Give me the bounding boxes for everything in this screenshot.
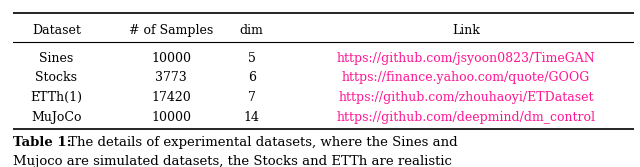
Text: 5: 5 — [248, 52, 256, 65]
Text: 10000: 10000 — [151, 52, 191, 65]
Text: https://github.com/jsyoon0823/TimeGAN: https://github.com/jsyoon0823/TimeGAN — [337, 52, 595, 65]
Text: https://github.com/zhouhaoyi/ETDataset: https://github.com/zhouhaoyi/ETDataset — [338, 91, 594, 104]
Text: Mujoco are simulated datasets, the Stocks and ETTh are realistic: Mujoco are simulated datasets, the Stock… — [13, 155, 452, 167]
Text: https://finance.yahoo.com/quote/GOOG: https://finance.yahoo.com/quote/GOOG — [342, 71, 590, 84]
Text: # of Samples: # of Samples — [129, 24, 213, 37]
Text: Stocks: Stocks — [35, 71, 77, 84]
Text: 10000: 10000 — [151, 111, 191, 124]
Text: The details of experimental datasets, where the Sines and: The details of experimental datasets, wh… — [64, 136, 458, 149]
Text: 17420: 17420 — [151, 91, 191, 104]
Text: Sines: Sines — [39, 52, 74, 65]
Text: 14: 14 — [244, 111, 260, 124]
Text: Dataset: Dataset — [32, 24, 81, 37]
Text: 6: 6 — [248, 71, 256, 84]
Text: Link: Link — [452, 24, 480, 37]
Text: Table 1:: Table 1: — [13, 136, 72, 149]
Text: 3773: 3773 — [156, 71, 187, 84]
Text: MuJoCo: MuJoCo — [31, 111, 81, 124]
Text: dim: dim — [240, 24, 264, 37]
Text: 7: 7 — [248, 91, 256, 104]
Text: https://github.com/deepmind/dm_control: https://github.com/deepmind/dm_control — [337, 111, 595, 124]
Text: ETTh(1): ETTh(1) — [30, 91, 83, 104]
